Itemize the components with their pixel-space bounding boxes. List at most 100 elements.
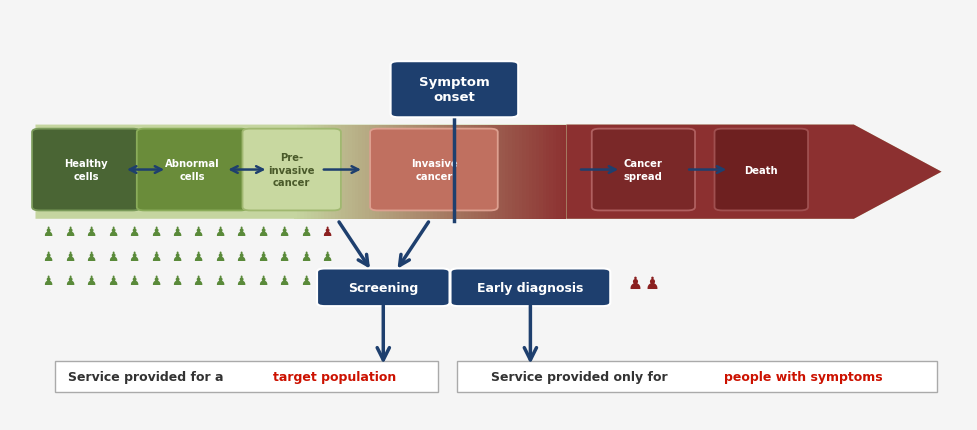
Text: ♟: ♟ [278,225,289,238]
FancyBboxPatch shape [592,129,695,211]
Polygon shape [549,125,553,219]
Text: Service provided for a: Service provided for a [67,370,228,384]
Text: ♟: ♟ [128,250,140,263]
Polygon shape [324,125,327,219]
Polygon shape [334,125,338,219]
Polygon shape [434,125,437,219]
FancyBboxPatch shape [714,129,808,211]
Polygon shape [512,125,515,219]
Text: ♟: ♟ [149,225,161,238]
Polygon shape [447,125,450,219]
Polygon shape [498,125,501,219]
Polygon shape [409,125,413,219]
Polygon shape [444,125,447,219]
Polygon shape [485,125,488,219]
Polygon shape [427,125,430,219]
Polygon shape [396,125,400,219]
Text: ♟: ♟ [300,225,311,238]
Polygon shape [403,125,406,219]
Text: ♟: ♟ [43,275,54,288]
Polygon shape [478,125,482,219]
Polygon shape [359,125,361,219]
Text: ♟: ♟ [300,250,311,263]
Text: ♟: ♟ [192,275,204,288]
FancyBboxPatch shape [391,62,518,118]
Text: ♟: ♟ [43,225,54,238]
Polygon shape [352,125,355,219]
Text: target population: target population [274,370,397,384]
Polygon shape [308,125,311,219]
Polygon shape [430,125,434,219]
Polygon shape [338,125,341,219]
Text: ♟: ♟ [235,250,246,263]
Polygon shape [406,125,409,219]
Polygon shape [501,125,505,219]
Polygon shape [318,125,320,219]
FancyBboxPatch shape [370,129,497,211]
Polygon shape [457,125,461,219]
FancyBboxPatch shape [450,269,611,307]
Polygon shape [311,125,315,219]
Polygon shape [563,125,567,219]
Polygon shape [560,125,563,219]
Polygon shape [532,125,535,219]
Polygon shape [420,125,423,219]
Polygon shape [345,125,348,219]
FancyBboxPatch shape [457,362,937,392]
Text: ♟: ♟ [43,250,54,263]
Polygon shape [382,125,386,219]
Polygon shape [515,125,519,219]
Text: ♟: ♟ [106,225,118,238]
Polygon shape [553,125,556,219]
Text: ♟: ♟ [214,225,226,238]
Polygon shape [294,125,297,219]
Polygon shape [450,125,454,219]
Text: ♟: ♟ [171,225,183,238]
Text: Screening: Screening [348,281,418,294]
Polygon shape [519,125,522,219]
Text: ♟: ♟ [257,250,268,263]
FancyBboxPatch shape [55,362,438,392]
Polygon shape [488,125,491,219]
Text: ♟: ♟ [321,225,332,238]
Text: ♟: ♟ [214,275,226,288]
Text: ♟: ♟ [257,225,268,238]
Polygon shape [482,125,485,219]
Text: ♟: ♟ [192,225,204,238]
Text: Symptom
onset: Symptom onset [419,76,489,104]
Text: Death: Death [744,165,778,175]
Text: ♟: ♟ [171,275,183,288]
Polygon shape [441,125,444,219]
Polygon shape [341,125,345,219]
Text: ♟: ♟ [192,250,204,263]
Text: ♟: ♟ [85,275,97,288]
Text: people with symptoms: people with symptoms [724,370,882,384]
Polygon shape [542,125,546,219]
Polygon shape [491,125,494,219]
Polygon shape [556,125,560,219]
Polygon shape [546,125,549,219]
Polygon shape [437,125,441,219]
Polygon shape [304,125,308,219]
Polygon shape [505,125,508,219]
Polygon shape [494,125,498,219]
Text: ♟: ♟ [235,275,246,288]
Polygon shape [567,125,942,219]
Polygon shape [375,125,379,219]
Polygon shape [355,125,359,219]
Polygon shape [526,125,529,219]
Polygon shape [348,125,352,219]
FancyBboxPatch shape [137,129,248,211]
Text: ♟: ♟ [278,250,289,263]
Text: ♟: ♟ [627,274,642,292]
Polygon shape [400,125,403,219]
FancyBboxPatch shape [32,129,141,211]
Polygon shape [297,125,301,219]
Polygon shape [301,125,304,219]
Polygon shape [471,125,475,219]
Text: ♟: ♟ [171,250,183,263]
Text: Early diagnosis: Early diagnosis [477,281,583,294]
Text: ♟: ♟ [300,275,311,288]
FancyBboxPatch shape [318,269,449,307]
Text: ♟: ♟ [645,274,659,292]
